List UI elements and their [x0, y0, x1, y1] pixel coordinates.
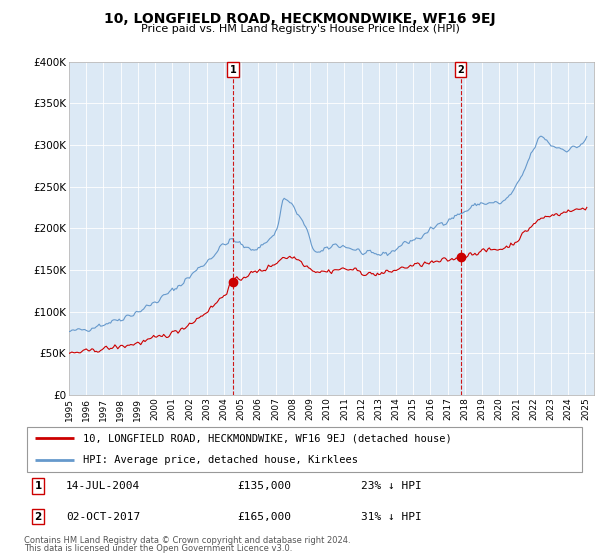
Text: 2: 2 [457, 65, 464, 75]
Text: £165,000: £165,000 [237, 512, 291, 522]
Text: £135,000: £135,000 [237, 481, 291, 491]
Text: 02-OCT-2017: 02-OCT-2017 [66, 512, 140, 522]
Text: 2: 2 [34, 512, 41, 522]
Text: 31% ↓ HPI: 31% ↓ HPI [361, 512, 421, 522]
Text: 23% ↓ HPI: 23% ↓ HPI [361, 481, 421, 491]
Text: 1: 1 [34, 481, 41, 491]
Text: 1: 1 [230, 65, 236, 75]
Text: 10, LONGFIELD ROAD, HECKMONDWIKE, WF16 9EJ (detached house): 10, LONGFIELD ROAD, HECKMONDWIKE, WF16 9… [83, 433, 452, 444]
Text: 10, LONGFIELD ROAD, HECKMONDWIKE, WF16 9EJ: 10, LONGFIELD ROAD, HECKMONDWIKE, WF16 9… [104, 12, 496, 26]
Text: 14-JUL-2004: 14-JUL-2004 [66, 481, 140, 491]
FancyBboxPatch shape [27, 427, 582, 472]
Text: HPI: Average price, detached house, Kirklees: HPI: Average price, detached house, Kirk… [83, 455, 358, 465]
Text: This data is licensed under the Open Government Licence v3.0.: This data is licensed under the Open Gov… [24, 544, 292, 553]
Text: Price paid vs. HM Land Registry's House Price Index (HPI): Price paid vs. HM Land Registry's House … [140, 24, 460, 34]
Text: Contains HM Land Registry data © Crown copyright and database right 2024.: Contains HM Land Registry data © Crown c… [24, 536, 350, 545]
